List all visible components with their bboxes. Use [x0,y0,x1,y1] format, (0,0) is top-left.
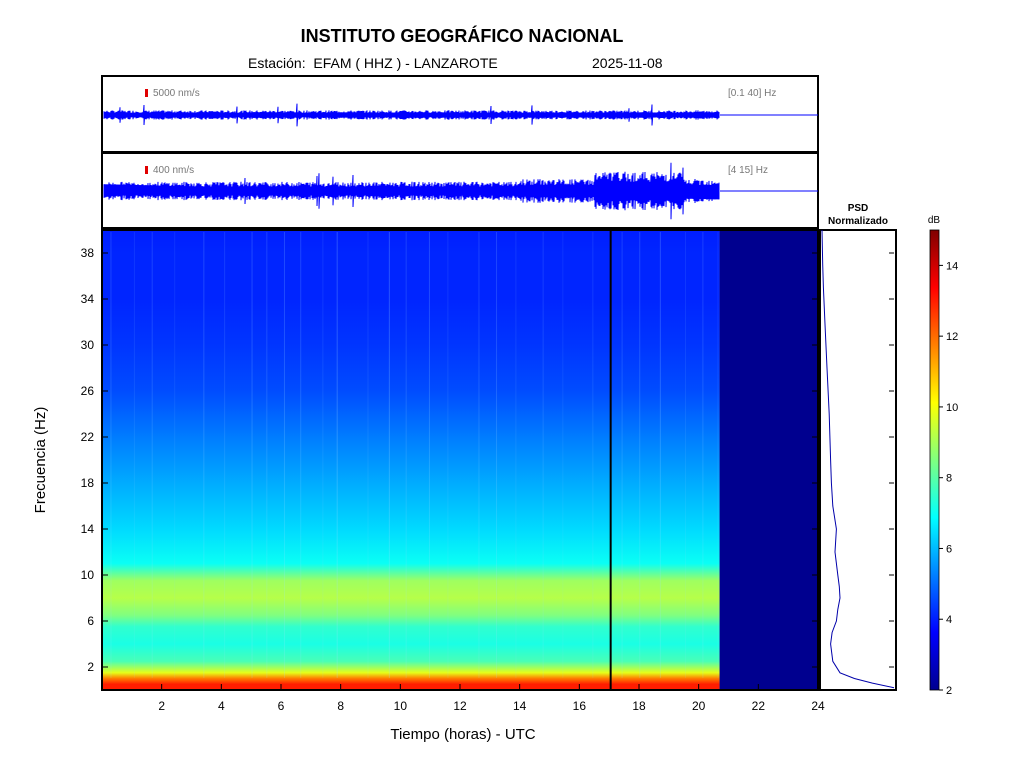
x-tick-label: 12 [453,699,467,713]
y-axis-label: Frecuencia (Hz) [32,407,49,514]
colorbar-tick-label: 6 [946,543,952,555]
y-tick-label: 22 [81,430,95,444]
y-tick-label: 2 [87,660,94,674]
psd-title: PSD [848,203,869,214]
colorbar-tick-label: 10 [946,402,958,414]
spectrogram-panel: 2 4 6 8 10 12 14 16 18 20 22 24 261014182226303438 … [32,229,825,743]
x-tick-label: 4 [218,699,225,713]
x-tick-label: 20 [692,699,706,713]
colorbar-tick-label: 4 [946,614,952,626]
y-tick-label: 38 [81,246,95,260]
spectrogram-image [102,230,720,690]
trace-scale-label: 5000 nm/s [153,88,200,99]
y-tick-label: 6 [87,614,94,628]
x-axis: 2 4 6 8 10 12 14 16 18 20 22 24 [158,684,825,713]
x-axis-label: Tiempo (horas) - UTC [390,726,535,743]
trace-scale-label: 400 nm/s [153,165,194,176]
x-tick-label: 2 [158,699,165,713]
y-tick-label: 14 [81,522,95,536]
chart-title: INSTITUTO GEOGRÁFICO NACIONAL [300,26,624,46]
y-tick-label: 26 [81,384,95,398]
date-label: 2025-11-08 [592,55,663,71]
psd-subtitle: Normalizado [828,216,888,227]
x-tick-label: 6 [278,699,285,713]
spectrogram-stripes [110,232,719,678]
trace-panel-filtered: 400 nm/s [4 15] Hz [101,152,819,229]
x-tick-label: 18 [632,699,646,713]
trace-panel-broadband: 5000 nm/s [0.1 40] Hz [101,75,819,153]
x-tick-label: 8 [337,699,344,713]
psd-ticks [889,252,894,668]
scale-marker [145,166,148,174]
colorbar: dB 2 4 6 8 10 12 14 [928,215,958,697]
y-tick-label: 34 [81,292,95,306]
trace-waveform [103,103,720,127]
trace-band-label: [4 15] Hz [728,165,768,176]
no-data-region [719,230,818,690]
psd-curve [821,229,895,689]
trace-band-label: [0.1 40] Hz [728,88,776,99]
colorbar-ticks: 2 4 6 8 10 12 14 [939,260,958,697]
colorbar-tick-label: 2 [946,685,952,697]
colorbar-tick-label: 14 [946,260,958,272]
x-tick-label: 22 [752,699,766,713]
scale-marker [145,89,148,97]
y-tick-label: 10 [81,568,95,582]
x-tick-label: 16 [573,699,587,713]
psd-panel: PSD Normalizado [819,203,897,691]
y-tick-label: 30 [81,338,95,352]
x-tick-label: 24 [811,699,825,713]
x-tick-label: 10 [394,699,408,713]
colorbar-tick-label: 8 [946,473,952,485]
y-tick-label: 18 [81,476,95,490]
colorbar-unit: dB [928,215,941,226]
trace-waveform [103,162,720,220]
x-tick-label: 14 [513,699,527,713]
colorbar-tick-label: 12 [946,331,958,343]
station-label: Estación: EFAM ( HHZ ) - LANZAROTE [248,55,498,71]
